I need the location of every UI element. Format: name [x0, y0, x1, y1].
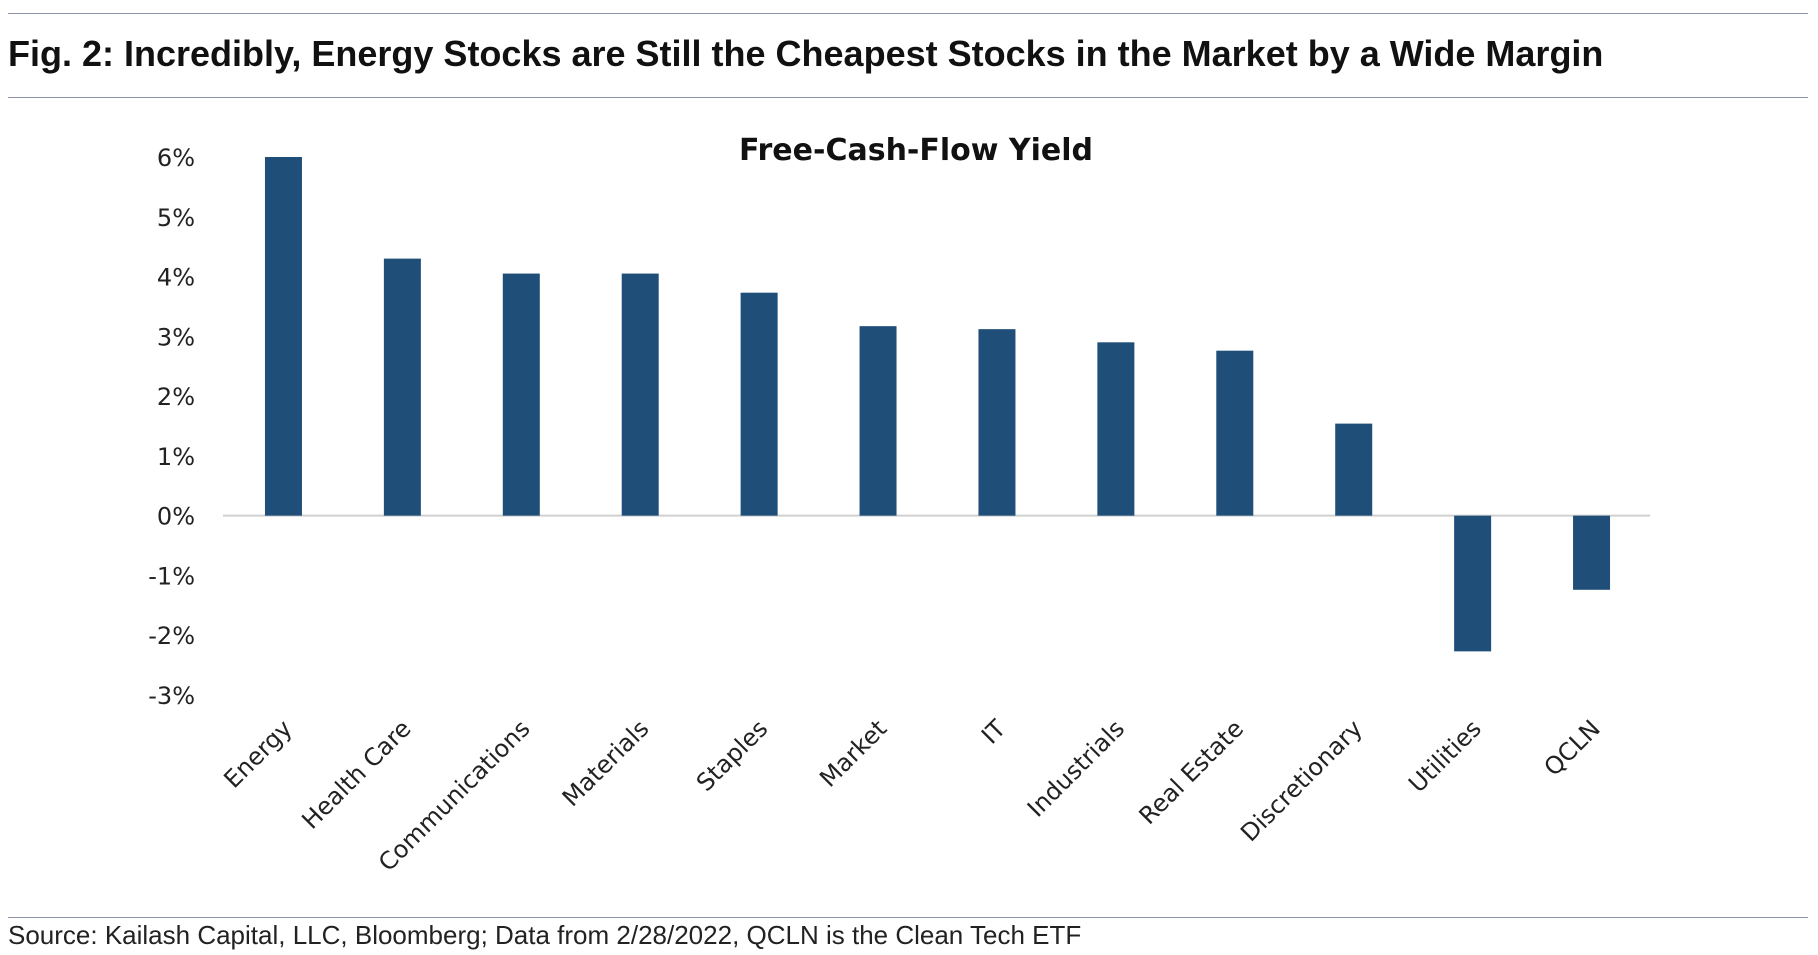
- x-tick-label: Real Estate: [1134, 714, 1249, 829]
- y-tick-label: 5%: [157, 204, 195, 232]
- source-rule: [8, 917, 1808, 918]
- bar-chart: Free-Cash-Flow Yield 6% 5% 4% 3% 2% 1% 0% -1% -2…: [148, 133, 1650, 877]
- bar-qcln: [1573, 515, 1611, 590]
- y-tick-label: 4%: [157, 264, 195, 292]
- bars: [264, 157, 1611, 652]
- bar-utilities: [1454, 515, 1492, 652]
- title-rule: [8, 97, 1808, 98]
- bar-energy: [264, 157, 302, 516]
- x-tick-label: Utilities: [1403, 714, 1487, 798]
- bar-staples: [740, 292, 778, 516]
- y-tick-label: -1%: [148, 562, 195, 590]
- y-tick-label: 0%: [157, 503, 195, 531]
- y-tick-label: -3%: [148, 682, 195, 710]
- x-tick-label: Market: [814, 714, 892, 792]
- x-tick-label: Materials: [557, 714, 655, 812]
- x-tick-label: Energy: [218, 714, 297, 793]
- x-tick-label: Staples: [691, 714, 773, 796]
- chart-title: Free-Cash-Flow Yield: [739, 133, 1093, 168]
- top-rule: [8, 13, 1808, 14]
- bar-industrials: [1097, 342, 1135, 516]
- y-tick-label: 2%: [157, 383, 195, 411]
- x-tick-label: Discretionary: [1235, 714, 1368, 847]
- bar-discretionary: [1335, 423, 1373, 516]
- y-tick-label: 1%: [157, 443, 195, 471]
- y-tick-label: -2%: [148, 622, 195, 650]
- y-tick-label: 6%: [157, 144, 195, 172]
- bar-health-care: [383, 258, 421, 516]
- source-note: Source: Kailash Capital, LLC, Bloomberg;…: [8, 920, 1082, 950]
- x-tick-label: QCLN: [1539, 714, 1606, 781]
- bar-communications: [502, 273, 540, 516]
- figure-title: Fig. 2: Incredibly, Energy Stocks are St…: [8, 33, 1604, 74]
- y-axis: 6% 5% 4% 3% 2% 1% 0% -1% -2% -3%: [148, 144, 195, 710]
- bar-real-estate: [1216, 350, 1254, 516]
- x-tick-label: IT: [976, 714, 1011, 749]
- bar-materials: [621, 273, 659, 516]
- x-tick-label: Industrials: [1022, 714, 1130, 822]
- bar-it: [978, 329, 1016, 516]
- x-tick-label: Health Care: [296, 714, 416, 834]
- y-tick-label: 3%: [157, 323, 195, 351]
- bar-market: [859, 326, 897, 516]
